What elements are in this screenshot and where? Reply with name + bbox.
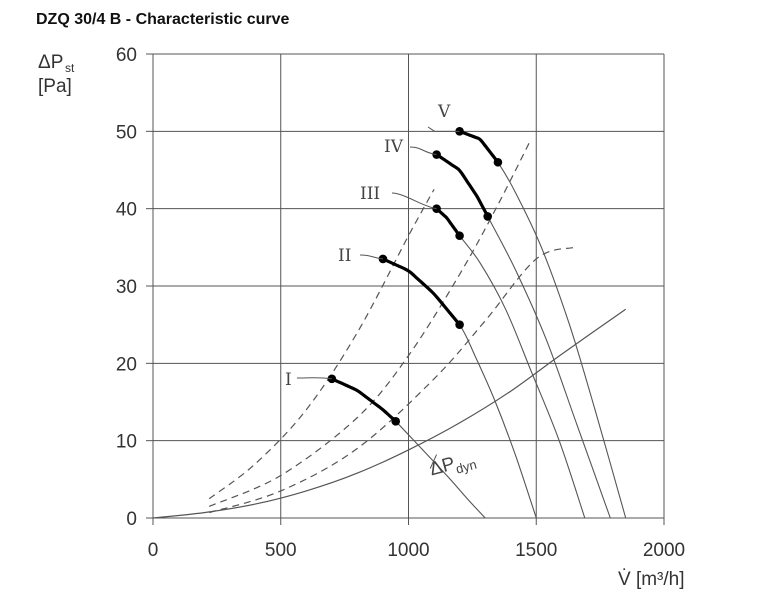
- points: [327, 127, 503, 426]
- system-curve-dashed: [208, 189, 435, 500]
- x-tick-label: 0: [148, 540, 159, 561]
- curve-label-I: I: [285, 370, 292, 390]
- operating-point: [432, 150, 441, 159]
- operating-point: [455, 320, 464, 329]
- system-curve-dashed: [208, 138, 532, 507]
- operating-point: [493, 157, 503, 167]
- y-tick-label: 0: [126, 509, 137, 530]
- curve-label-IV: IV: [384, 137, 404, 157]
- y-tick-label: 50: [116, 122, 137, 143]
- curve-label-leader-I: [296, 377, 332, 380]
- operating-segment-I: [330, 377, 398, 423]
- dynamic-pressure-curve: [152, 308, 627, 519]
- operating-segment-V: [458, 129, 500, 164]
- operating-point: [391, 417, 401, 426]
- dynamic-pressure-label-sub: dyn: [454, 457, 478, 477]
- y-tick-label: 60: [116, 45, 137, 66]
- chart-title: DZQ 30/4 B - Characteristic curve: [36, 11, 290, 28]
- dyn-label-leader: [429, 454, 438, 469]
- x-tick-label: 1500: [515, 540, 557, 561]
- curve-label-III: III: [360, 184, 380, 204]
- x-axis-label: V̇ [m³/h]: [618, 569, 685, 590]
- operating-point: [327, 374, 337, 384]
- operating-segment-II: [381, 257, 462, 327]
- y-axis-subscript: st: [65, 61, 75, 75]
- operating-point: [455, 127, 464, 136]
- system-curve-dashed: [209, 246, 575, 514]
- curve-label-leader-V: [427, 126, 460, 132]
- curves: [152, 129, 627, 519]
- x-tick-label: 500: [265, 540, 297, 561]
- curve-label-V: V: [437, 102, 451, 122]
- y-tick-label: 10: [116, 432, 137, 453]
- y-axis-unit: [Pa]: [38, 76, 72, 97]
- y-tick-label: 20: [116, 354, 137, 375]
- curve-label-leader-IV: [409, 146, 437, 156]
- y-tick-label: 30: [116, 277, 137, 298]
- curve-label-leader-III: [391, 192, 437, 210]
- operating-point: [483, 212, 493, 221]
- operating-point: [432, 204, 441, 213]
- y-tick-label: 40: [116, 200, 137, 221]
- fan-curve-II: [382, 258, 537, 519]
- operating-segment-III: [435, 207, 462, 238]
- x-tick-label: 1000: [387, 540, 429, 561]
- grid: [146, 53, 665, 525]
- y-axis-symbol: ΔP: [38, 52, 63, 73]
- operating-segment-IV: [435, 152, 490, 218]
- curve-label-II: II: [338, 246, 351, 266]
- x-tick-label: 2000: [643, 540, 685, 561]
- fan-curve-V: [459, 130, 627, 519]
- operating-point: [455, 231, 464, 241]
- dynamic-pressure-label: ΔPdyn: [427, 448, 478, 483]
- curve-label-leader-II: [359, 254, 384, 260]
